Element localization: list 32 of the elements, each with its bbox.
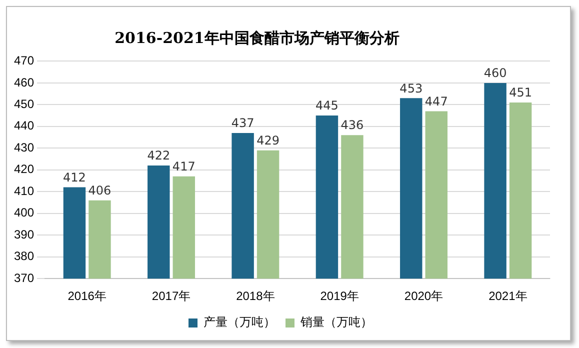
y-tick-label: 440 — [14, 118, 34, 133]
data-label: 436 — [340, 118, 364, 132]
data-label: 451 — [509, 86, 532, 100]
x-tick-label: 2019年 — [320, 289, 359, 304]
x-tick-label: 2021年 — [488, 289, 528, 304]
data-label: 412 — [63, 170, 86, 184]
y-tick-label: 370 — [14, 270, 34, 285]
data-label: 445 — [316, 98, 338, 113]
y-tick-label: 390 — [14, 227, 34, 242]
y-tick-label: 410 — [14, 184, 34, 198]
chart-title: 2016-2021年中国食醋市场产销平衡分析 — [114, 29, 400, 48]
data-label: 453 — [400, 81, 423, 96]
data-label: 460 — [484, 66, 507, 80]
y-tick-label: 400 — [14, 206, 34, 220]
y-tick-label: 470 — [14, 54, 34, 68]
x-tick-label: 2018年 — [236, 289, 275, 304]
data-label: 417 — [172, 160, 196, 174]
data-label: 437 — [231, 116, 254, 130]
y-tick-label: 430 — [14, 140, 34, 154]
legend-label: 产量（万吨） — [204, 315, 276, 330]
legend-label: 销量（万吨） — [300, 315, 372, 330]
x-tick-label: 2017年 — [152, 289, 191, 304]
y-tick-label: 450 — [14, 96, 34, 111]
y-tick-label: 460 — [14, 75, 34, 90]
data-label: 406 — [88, 183, 112, 198]
data-label: 429 — [256, 133, 280, 148]
data-label: 447 — [424, 94, 448, 108]
y-tick-label: 420 — [14, 162, 34, 176]
data-label: 422 — [147, 148, 170, 163]
x-tick-label: 2016年 — [68, 289, 106, 304]
y-tick-label: 380 — [14, 249, 34, 264]
x-tick-label: 2020年 — [404, 289, 444, 304]
